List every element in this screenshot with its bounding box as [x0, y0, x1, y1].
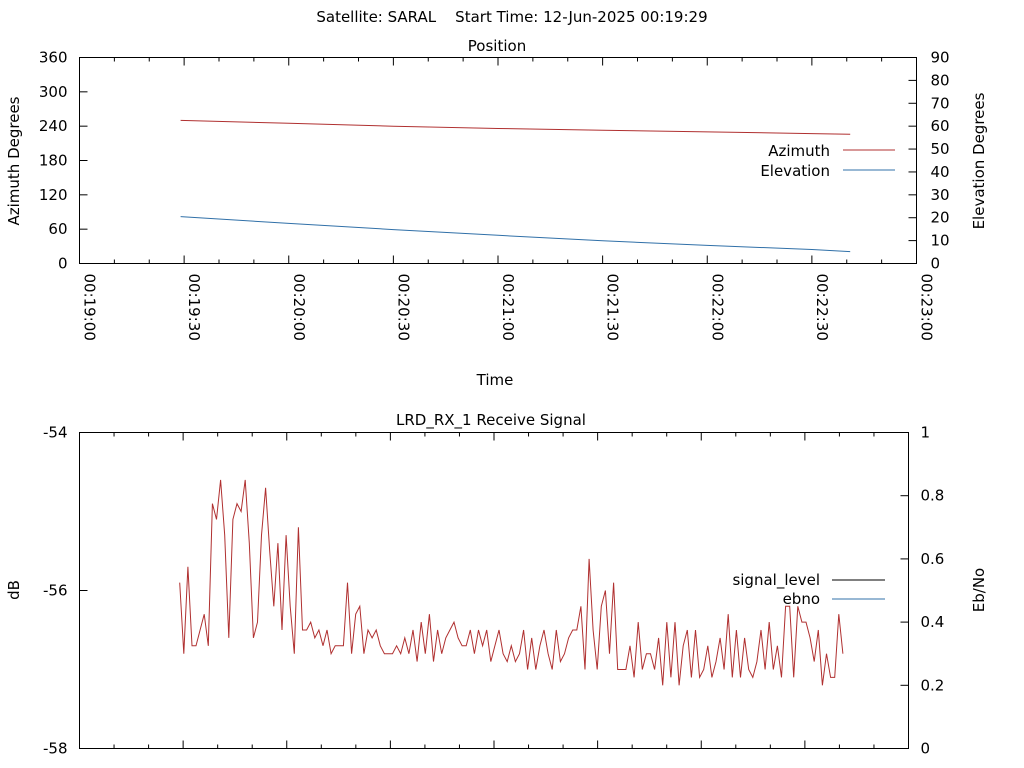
position-legend-label: Azimuth — [768, 142, 830, 160]
position-x-tick-label: 00:21:00 — [499, 274, 517, 341]
position-legend-label: Elevation — [760, 162, 830, 180]
receive-signal-right-axis-label: Eb/No — [970, 568, 988, 612]
receive-signal-chart: LRD_RX_1 Receive Signal -54 -56 -58 0 0.2 0.… — [5, 411, 988, 758]
position-left-tick-label: 300 — [39, 83, 68, 101]
position-left-tick-label: 120 — [39, 186, 68, 204]
position-left-tick-label: 60 — [48, 220, 67, 238]
position-x-tick-label: 00:22:30 — [813, 274, 831, 341]
position-right-tick-label: 90 — [931, 49, 950, 67]
position-right-tick-label: 60 — [931, 117, 950, 135]
position-x-tick-label: 00:22:00 — [708, 274, 726, 341]
position-left-tick-label: 360 — [39, 49, 68, 67]
signal-left-tick-label: -58 — [43, 740, 68, 758]
position-left-tick-label: 180 — [39, 152, 68, 170]
position-right-tick-label: 50 — [931, 140, 950, 158]
signal-right-tick-label: 0.2 — [921, 676, 945, 694]
position-left-axis-label: Azimuth Degrees — [5, 96, 23, 225]
signal-right-tick-label: 0.6 — [921, 550, 945, 568]
position-x-tick-label: 00:19:00 — [81, 274, 99, 341]
position-chart-title: Position — [468, 37, 526, 55]
signal-legend-label: ebno — [783, 590, 820, 608]
position-right-tick-label: 20 — [931, 209, 950, 227]
position-right-tick-label: 0 — [931, 255, 941, 273]
position-x-tick-label: 00:19:30 — [185, 274, 203, 341]
receive-signal-chart-title: LRD_RX_1 Receive Signal — [396, 411, 586, 430]
position-chart: Position 00:19:00 00:19:30 00:20:00 00:20:3… — [5, 37, 988, 389]
signal-right-tick-label: 1 — [921, 424, 931, 442]
receive-signal-left-axis-label: dB — [5, 580, 23, 600]
signal-left-tick-label: -54 — [43, 424, 68, 442]
position-series-line — [180, 119, 851, 135]
position-right-tick-label: 10 — [931, 232, 950, 250]
position-left-tick-label: 240 — [39, 117, 68, 135]
position-x-tick-label: 00:20:30 — [394, 274, 412, 341]
signal-level-line — [179, 479, 844, 686]
position-right-axis-label: Elevation Degrees — [970, 92, 988, 229]
position-right-tick-label: 40 — [931, 163, 950, 181]
position-x-tick-label: 00:20:00 — [290, 274, 308, 341]
position-x-tick-label: 00:21:30 — [604, 274, 622, 341]
signal-left-tick-label: -56 — [43, 582, 68, 600]
position-x-tick-label: 00:23:00 — [918, 274, 936, 341]
chart-header-title: Satellite: SARAL Start Time: 12-Jun-2025… — [316, 8, 707, 26]
position-right-tick-label: 70 — [931, 94, 950, 112]
position-x-axis-label: Time — [476, 371, 514, 389]
position-left-tick-label: 0 — [58, 255, 68, 273]
position-right-tick-label: 30 — [931, 186, 950, 204]
signal-right-tick-label: 0.4 — [921, 613, 945, 631]
signal-right-tick-label: 0 — [921, 740, 931, 758]
signal-right-tick-label: 0.8 — [921, 487, 945, 505]
signal-legend-label: signal_level — [732, 571, 820, 590]
position-right-tick-label: 80 — [931, 71, 950, 89]
position-plot-frame — [79, 57, 917, 264]
position-series-line — [180, 216, 851, 253]
